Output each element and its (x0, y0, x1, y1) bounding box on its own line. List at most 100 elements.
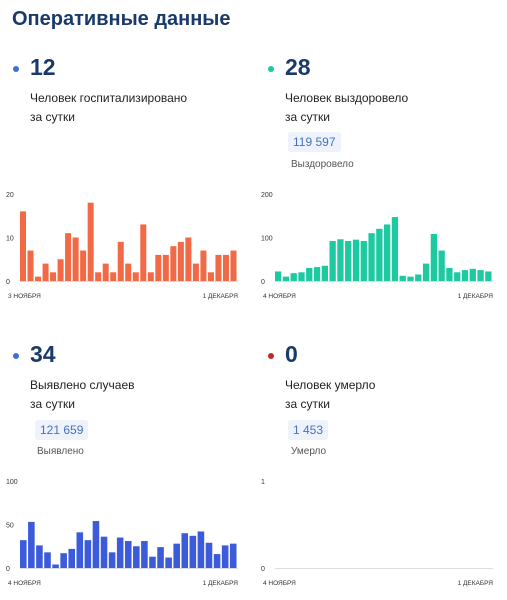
recovered-dot (268, 66, 274, 72)
detected-total-label: Выявлено (37, 446, 84, 457)
chart-bar (117, 241, 124, 281)
chart-bar (125, 263, 132, 281)
chart-bar (84, 540, 92, 568)
chart-bar (207, 272, 214, 281)
chart-bar (477, 270, 484, 281)
chart-bar (229, 543, 237, 568)
x-end-label: 1 ДЕКАБРЯ (458, 293, 494, 300)
chart-bar (200, 250, 207, 281)
chart-bar (376, 228, 383, 281)
chart-bar (215, 254, 222, 281)
chart-bar (100, 536, 108, 568)
chart-bar (469, 268, 476, 281)
chart-bar (306, 267, 313, 281)
chart-bar (313, 267, 321, 281)
chart-bar (170, 246, 177, 281)
chart-bar (213, 554, 221, 568)
y-tick-label: 100 (6, 479, 18, 486)
chart-bar (197, 531, 205, 568)
chart-bar (52, 564, 59, 568)
chart-bar (298, 272, 305, 281)
detected-desc-line2: за сутки (30, 397, 75, 411)
chart-bar (95, 272, 102, 281)
chart-bar (157, 547, 164, 568)
chart-bar (35, 276, 42, 281)
chart-bar (165, 557, 172, 568)
chart-bar (181, 533, 189, 568)
recovered-desc: Человек выздоровело за сутки (285, 89, 485, 127)
x-start-label: 4 НОЯБРЯ (8, 580, 41, 587)
recovered-total: 119 597 (288, 132, 341, 152)
chart-bar (102, 263, 109, 281)
y-tick-label: 100 (261, 236, 273, 243)
chart-bar (162, 254, 169, 281)
y-tick-label: 0 (261, 566, 265, 573)
chart-bar (50, 272, 57, 281)
chart-bar (321, 265, 328, 281)
chart-bar (141, 541, 148, 568)
y-tick-label: 20 (6, 192, 14, 199)
chart-bar (132, 272, 139, 281)
chart-bar (76, 532, 84, 568)
deaths-total-label: Умерло (291, 446, 327, 457)
recovered-total-label: Выздоровело (291, 159, 354, 170)
chart-bar (80, 250, 87, 281)
chart-bar (140, 224, 147, 281)
chart-bar (391, 217, 399, 281)
chart-bar (36, 545, 43, 568)
chart-bar (438, 250, 445, 281)
hospitalized-chart: 0 10 20 3 НОЯБРЯ 1 ДЕКАБРЯ (6, 192, 238, 300)
recovered-desc-line1: Человек выздоровело (285, 91, 409, 105)
chart-bar (133, 546, 140, 568)
chart-bar (110, 272, 117, 281)
y-tick-label: 10 (6, 236, 14, 243)
chart-bar (222, 254, 229, 281)
chart-bar (44, 552, 51, 568)
chart-bar (368, 233, 375, 281)
chart-bar (60, 553, 67, 568)
detected-desc: Выявлено случаев за сутки (30, 376, 230, 414)
y-tick-label: 1 (261, 479, 265, 486)
chart-bar (20, 211, 27, 281)
x-end-label: 1 ДЕКАБРЯ (458, 580, 494, 587)
chart-bar (446, 267, 453, 281)
chart-bar (177, 241, 184, 281)
recovered-desc-line2: за сутки (285, 110, 330, 124)
chart-bar (205, 542, 213, 568)
detected-chart: 0 50 100 4 НОЯБРЯ 1 ДЕКАБРЯ (6, 479, 238, 587)
hospitalized-value: 12 (30, 54, 56, 80)
detected-total: 121 659 (35, 420, 89, 440)
x-start-label: 4 НОЯБРЯ (263, 580, 296, 587)
chart-bar (189, 535, 197, 568)
hospitalized-desc: Человек госпитализировано за сутки (30, 89, 230, 127)
deaths-chart: 0 1 4 НОЯБРЯ 1 ДЕКАБРЯ (261, 479, 494, 587)
y-tick-label: 0 (6, 566, 10, 573)
chart-bar (116, 537, 124, 568)
hospitalized-desc-line1: Человек госпитализировано (30, 91, 188, 105)
recovered-value: 28 (285, 54, 311, 80)
chart-bar (282, 276, 290, 281)
chart-bar (384, 224, 391, 281)
deaths-total: 1 453 (288, 420, 329, 440)
chart-bar (42, 263, 49, 281)
chart-bar (352, 239, 360, 281)
chart-bar (20, 540, 27, 568)
chart-bar (329, 240, 336, 281)
chart-bar (345, 240, 352, 281)
chart-bar (275, 271, 282, 281)
deaths-dot (268, 353, 274, 359)
chart-bar (221, 545, 229, 568)
y-tick-label: 0 (261, 279, 265, 286)
chart-bar (108, 552, 116, 568)
y-tick-label: 200 (261, 192, 273, 199)
chart-bar (72, 237, 79, 281)
deaths-desc-line1: Человек умерло (285, 378, 376, 392)
chart-bar (149, 556, 156, 568)
recovered-chart: 0 100 200 4 НОЯБРЯ 1 ДЕКАБРЯ (261, 192, 494, 300)
chart-bar (360, 240, 367, 281)
chart-bar (68, 548, 76, 568)
deaths-value: 0 (285, 341, 298, 367)
page-title: Оперативные данные (12, 8, 231, 30)
chart-bar (185, 237, 192, 281)
chart-bar (65, 233, 72, 281)
